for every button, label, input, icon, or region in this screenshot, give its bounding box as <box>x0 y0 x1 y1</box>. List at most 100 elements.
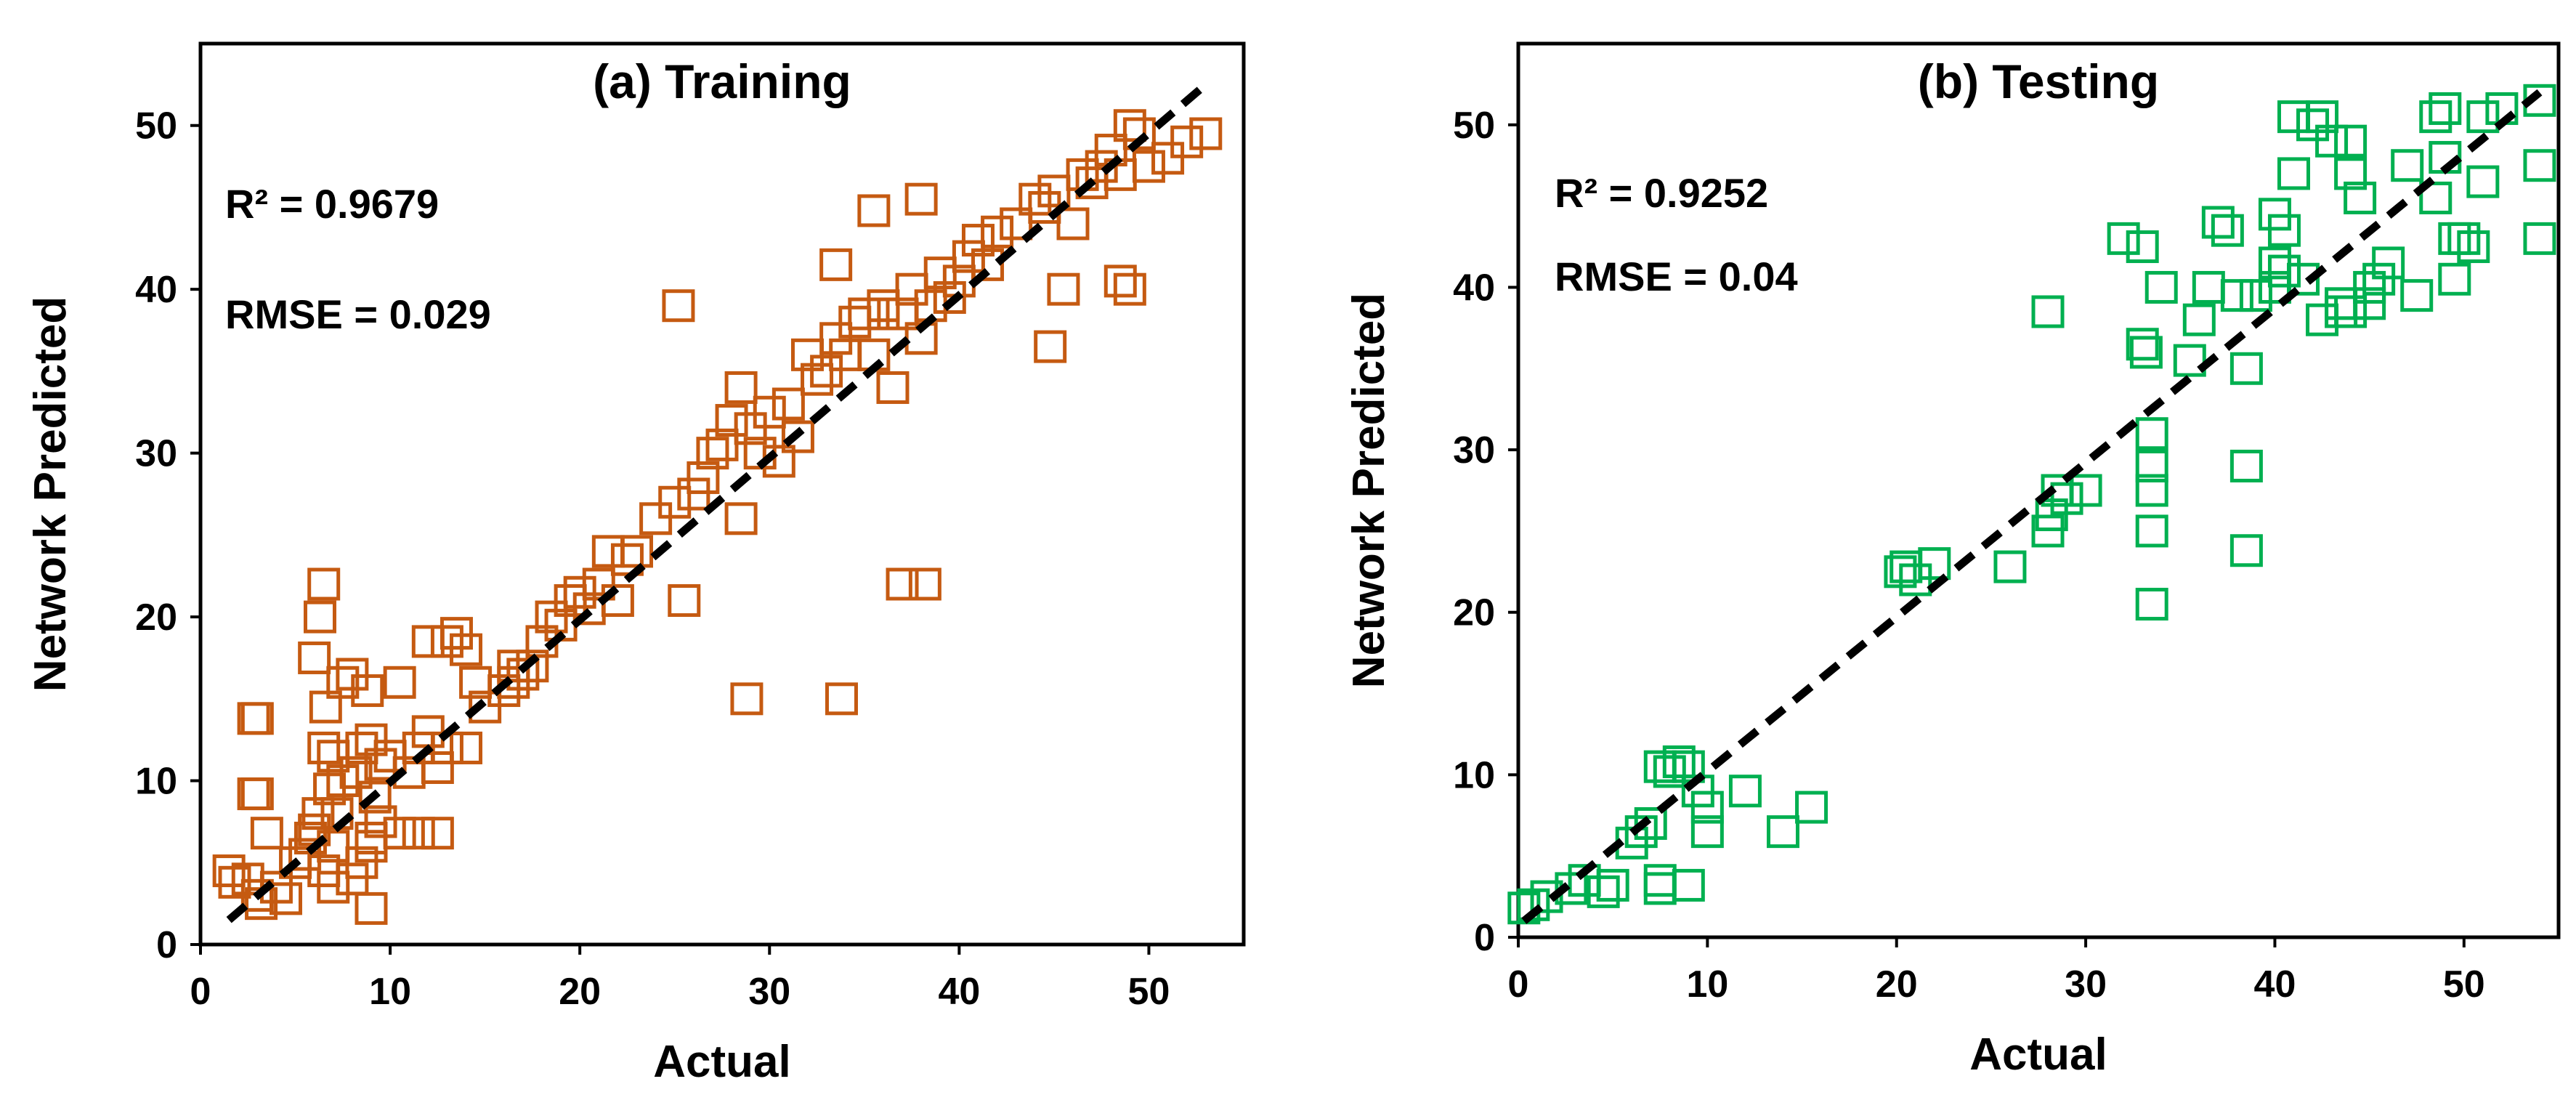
data-point <box>658 485 692 519</box>
data-point <box>620 535 654 568</box>
data-point <box>923 256 957 290</box>
x-tick-label: 40 <box>938 971 980 1013</box>
data-point <box>487 674 521 708</box>
data-point <box>250 817 283 850</box>
data-point <box>2129 336 2163 369</box>
data-point <box>829 338 862 371</box>
y-tick-label: 20 <box>1453 592 1495 634</box>
data-point <box>1047 272 1080 306</box>
data-point <box>781 420 814 453</box>
data-point <box>345 846 378 879</box>
data-point <box>1034 330 1067 363</box>
data-point <box>2344 181 2377 214</box>
data-point <box>269 882 302 915</box>
y-tick-label: 0 <box>156 924 177 966</box>
data-point <box>364 805 397 838</box>
data-point <box>1113 272 1146 306</box>
data-point <box>886 567 919 601</box>
data-point <box>1672 868 1705 902</box>
data-point <box>876 371 910 404</box>
data-point <box>801 363 834 396</box>
data-point <box>867 289 900 323</box>
data-point <box>516 650 549 683</box>
data-point <box>1170 125 1204 158</box>
y-tick-label: 0 <box>1474 917 1495 959</box>
data-point <box>1000 207 1033 240</box>
data-point <box>2267 254 2301 288</box>
data-point <box>317 870 350 904</box>
data-point <box>961 224 995 257</box>
data-point <box>952 240 985 273</box>
data-point <box>339 756 373 789</box>
data-point <box>2334 124 2368 158</box>
x-tick-label: 20 <box>1876 963 1918 1006</box>
data-point <box>591 535 625 568</box>
data-point <box>554 584 587 618</box>
data-point <box>819 322 853 355</box>
fit-line <box>1521 89 2543 924</box>
data-point <box>2353 287 2386 320</box>
rmse-label: RMSE = 0.029 <box>225 291 491 337</box>
data-point <box>895 272 928 306</box>
data-point <box>2135 449 2168 482</box>
data-point <box>240 702 274 735</box>
data-point <box>2144 270 2178 304</box>
data-point <box>2069 474 2102 507</box>
data-point <box>790 338 824 371</box>
data-point <box>2126 230 2159 264</box>
data-point <box>771 387 805 421</box>
data-point <box>2391 149 2424 182</box>
data-point <box>867 297 900 331</box>
y-tick-label: 30 <box>1453 429 1495 472</box>
data-point <box>1993 550 2027 583</box>
data-point <box>303 600 336 634</box>
data-point <box>1690 815 1724 849</box>
data-point <box>355 723 388 756</box>
data-point <box>469 690 502 724</box>
data-point <box>301 797 335 830</box>
data-point <box>2277 100 2310 134</box>
data-point <box>411 625 445 658</box>
data-point <box>2447 222 2481 255</box>
x-tick-label: 0 <box>190 971 211 1013</box>
data-point <box>904 182 938 216</box>
data-point <box>1587 875 1620 908</box>
x-tick-label: 10 <box>369 971 411 1013</box>
x-tick-label: 50 <box>2443 963 2485 1006</box>
data-point <box>639 502 673 535</box>
panel-testing: 0 10 20 30 40 50 0 10 20 30 40 50 Actual Network Pred… <box>1344 41 2561 1080</box>
data-point <box>2220 279 2253 312</box>
data-point <box>1056 207 1090 240</box>
x-axis-label: Actual <box>1969 1030 2107 1080</box>
data-point <box>2438 222 2471 255</box>
panel-training: 0 10 20 30 40 50 0 10 20 30 40 50 Actual Network Pred… <box>25 41 1246 1087</box>
data-point <box>351 674 384 708</box>
data-point <box>2306 303 2339 336</box>
data-point <box>1596 868 1629 902</box>
data-point <box>838 305 872 339</box>
data-point <box>421 817 454 850</box>
data-point <box>2334 157 2368 190</box>
data-point <box>1189 117 1223 150</box>
data-point <box>825 682 858 716</box>
data-point <box>1690 790 1724 824</box>
data-point <box>2201 206 2235 239</box>
data-point <box>2400 279 2434 312</box>
data-point <box>212 854 246 888</box>
data-point <box>2457 230 2490 264</box>
data-point <box>2229 352 2263 385</box>
data-point <box>1151 142 1185 175</box>
data-point <box>2050 482 2083 515</box>
x-tick-label: 20 <box>559 971 601 1013</box>
data-point <box>2306 100 2339 134</box>
data-point <box>383 666 416 699</box>
data-point <box>1643 872 1677 905</box>
data-point <box>373 740 407 773</box>
data-point <box>1653 755 1686 788</box>
data-point <box>686 461 720 494</box>
data-point <box>430 625 463 658</box>
y-tick-label: 40 <box>135 269 177 311</box>
y-tick-label: 50 <box>135 105 177 147</box>
data-point <box>307 567 341 601</box>
data-point <box>358 780 392 814</box>
